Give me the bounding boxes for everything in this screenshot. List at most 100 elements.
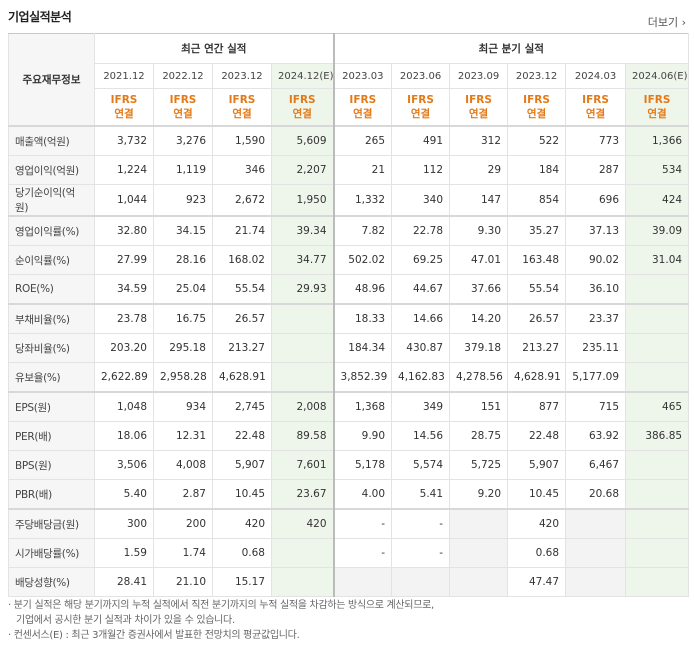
table-cell [625,450,690,480]
standard-label: IFRS [349,94,377,106]
quarter-header: 최근 분기 실적 [332,33,690,64]
row-label: PER(배) [8,421,95,451]
table-cell: 0.68 [212,538,272,568]
table-cell: 5,725 [449,450,509,480]
row-label: 당기순이익(억원) [8,184,95,217]
table-cell: 0.68 [507,538,567,568]
period-header: 2024.12(E) [270,63,335,89]
table-cell: 346 [212,155,272,185]
table-cell: 55.54 [212,274,272,305]
table-cell: 39.34 [270,215,335,246]
period-header: 2023.03 [332,63,393,89]
table-cell: 32.80 [94,215,154,246]
table-cell: 5,178 [332,450,393,480]
row-label: 영업이익(억원) [8,155,95,185]
table-cell [270,303,335,334]
table-cell [625,508,690,539]
standard-label: IFRS [169,94,197,106]
table-cell: 23.67 [270,479,335,510]
table-cell: 26.57 [212,303,272,334]
section-title: 기업실적분석 [8,10,72,24]
table-cell: 21 [332,155,393,185]
table-cell: 3,732 [94,125,154,156]
consolidation-label: 연결 [647,108,667,120]
table-cell: 312 [449,125,509,156]
more-link[interactable]: 더보기 [648,14,686,30]
table-cell: 295.18 [153,333,213,363]
standard-label: IFRS [110,94,138,106]
table-cell: 10.45 [212,479,272,510]
table-cell: 300 [94,508,154,539]
table-cell: 112 [391,155,451,185]
table-cell: 89.58 [270,421,335,451]
standard-header: IFRS 연결 [153,88,213,127]
row-label: 순이익률(%) [8,245,95,275]
consolidation-label: 연결 [410,108,431,120]
table-row: PBR(배) 5.40 2.87 10.45 23.67 4.00 5.41 9.20 10.4… [8,479,690,510]
row-label: 부채비율(%) [8,303,95,334]
row-label: ROE(%) [8,274,95,305]
table-cell: 29.93 [270,274,335,305]
table-cell: 37.66 [449,274,509,305]
table-cell: 48.96 [332,274,393,305]
row-label: 매출액(억원) [8,125,95,156]
table-row: 당좌비율(%) 203.20 295.18 213.27 184.34 430.87 379… [8,333,690,363]
table-cell: 3,852.39 [332,362,393,393]
table-row: 순이익률(%) 27.99 28.16 168.02 34.77 502.02 69.25 4… [8,245,690,275]
standard-header: IFRS 연결 [507,88,567,127]
consolidation-label: 연결 [585,108,606,120]
standard-label: IFRS [407,94,434,106]
table-cell: 379.18 [449,333,509,363]
row-label: 주당배당금(원) [8,508,95,539]
table-cell: 22.78 [391,215,451,246]
table-cell: 4,628.91 [507,362,567,393]
table-cell: 47.01 [449,245,509,275]
table-cell: 6,467 [565,450,627,480]
table-cell: 21.74 [212,215,272,246]
table-cell [270,538,335,568]
table-cell: 44.67 [391,274,451,305]
table-cell: 465 [625,391,690,422]
table-cell: 184 [507,155,567,185]
table-cell: 2,207 [270,155,335,185]
table-cell: 4,628.91 [212,362,272,393]
row-label: 시가배당률(%) [8,538,95,568]
table-cell: 430.87 [391,333,451,363]
table-cell [565,567,627,597]
table-cell: 28.75 [449,421,509,451]
table-cell: 22.48 [507,421,567,451]
standard-header: IFRS 연결 [625,88,690,127]
table-row: PER(배) 18.06 12.31 22.48 89.58 9.90 14.56 28.75… [8,421,690,451]
footnote-2: 기업에서 공시한 분기 실적과 차이가 있을 수 있습니다. [16,615,235,626]
table-row: 영업이익(억원) 1,224 1,119 346 2,207 21 112 29 184 287 5… [8,155,690,185]
table-cell: 2,008 [270,391,335,422]
standard-header: IFRS 연결 [449,88,509,127]
consolidation-label: 연결 [292,108,312,120]
table-cell: 1,366 [625,125,690,156]
table-cell: 9.30 [449,215,509,246]
table-cell: 2,622.89 [94,362,154,393]
table-cell: 200 [153,508,213,539]
table-row: BPS(원) 3,506 4,008 5,907 7,601 5,178 5,574 5,72… [8,450,690,480]
table-cell: 1,590 [212,125,272,156]
table-cell [565,508,627,539]
table-cell [625,303,690,334]
table-cell: 534 [625,155,690,185]
table-cell: 1,048 [94,391,154,422]
table-cell: 151 [449,391,509,422]
table-cell: 265 [332,125,393,156]
table-cell: 39.09 [625,215,690,246]
table-cell: 773 [565,125,627,156]
consolidation-label: 연결 [114,108,134,120]
table-cell: 420 [270,508,335,539]
table-cell: 854 [507,184,567,217]
table-cell: 7,601 [270,450,335,480]
table-cell: 168.02 [212,245,272,275]
table-row: EPS(원) 1,048 934 2,745 2,008 1,368 349 151 877 71… [8,391,690,422]
table-cell: 2,958.28 [153,362,213,393]
table-cell [565,538,627,568]
table-cell [270,362,335,393]
table-cell: 34.77 [270,245,335,275]
footnote-3: 컨센서스(E) : 최근 3개월간 증권사에서 발표한 전망치의 평균값입니다. [8,628,434,643]
